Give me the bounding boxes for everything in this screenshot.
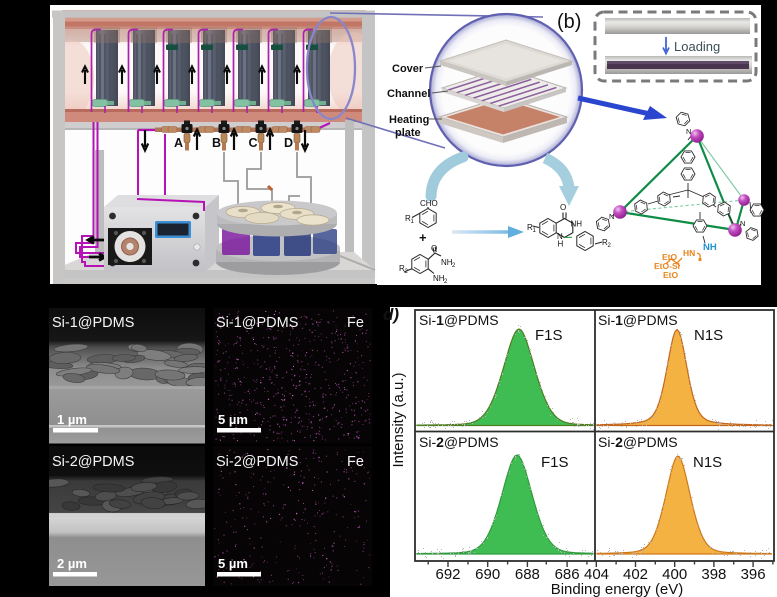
svg-text:Si-1@PDMS: Si-1@PDMS [216, 315, 298, 331]
svg-text:1: 1 [533, 228, 537, 234]
svg-text:N: N [557, 232, 563, 241]
svg-text:Si-1@PDMS: Si-1@PDMS [598, 312, 678, 328]
svg-text:+: + [419, 230, 427, 245]
svg-text:H: H [558, 240, 564, 249]
svg-text:R: R [399, 264, 405, 273]
svg-text:Binding energy (eV): Binding energy (eV) [551, 581, 684, 597]
svg-text:404: 404 [584, 566, 609, 583]
svg-text:692: 692 [435, 566, 460, 583]
svg-text:Fe: Fe [347, 454, 364, 470]
svg-text:R: R [602, 238, 608, 247]
svg-text:R: R [405, 214, 411, 223]
svg-text:Si-2@PDMS: Si-2@PDMS [598, 434, 678, 450]
svg-text:688: 688 [515, 566, 540, 583]
svg-text:EtO-Si: EtO-Si [654, 261, 680, 271]
svg-text:NH: NH [703, 242, 717, 253]
svg-text:HN: HN [683, 248, 695, 258]
svg-text:O: O [560, 203, 566, 212]
svg-text:2: 2 [452, 263, 456, 269]
svg-text:N: N [609, 212, 614, 221]
svg-text:C: C [249, 136, 258, 150]
svg-text:B: B [212, 136, 221, 150]
svg-text:2: 2 [405, 269, 409, 275]
svg-text:F1S: F1S [541, 454, 569, 471]
svg-text:690: 690 [475, 566, 500, 583]
svg-text:Si-2@PDMS: Si-2@PDMS [216, 454, 298, 470]
svg-text:396: 396 [741, 566, 766, 583]
svg-text:N: N [740, 219, 745, 228]
svg-text:CHO: CHO [420, 199, 438, 208]
svg-text:398: 398 [701, 566, 726, 583]
svg-text:400: 400 [662, 566, 687, 583]
svg-text:F1S: F1S [535, 327, 563, 344]
svg-text:O: O [431, 244, 437, 253]
svg-text:EtO: EtO [662, 252, 678, 262]
svg-text:Si-1@PDMS: Si-1@PDMS [419, 312, 499, 328]
svg-text:NH: NH [571, 220, 583, 229]
svg-text:D: D [284, 136, 293, 150]
svg-text:plate: plate [395, 127, 421, 139]
svg-text:Si-1@PDMS: Si-1@PDMS [52, 315, 134, 331]
svg-text:Cover: Cover [392, 63, 424, 75]
svg-text:NH: NH [441, 258, 453, 267]
svg-text:5 µm: 5 µm [218, 412, 248, 427]
svg-text:1 µm: 1 µm [57, 412, 87, 427]
svg-text:Loading: Loading [674, 39, 720, 54]
svg-text:A: A [174, 136, 183, 150]
svg-text:Si-2@PDMS: Si-2@PDMS [419, 434, 499, 450]
svg-text:1: 1 [411, 219, 415, 225]
svg-text:Heating: Heating [389, 114, 429, 126]
svg-text:Fe: Fe [347, 315, 364, 331]
svg-text:402: 402 [623, 566, 648, 583]
svg-text:NH: NH [433, 274, 445, 283]
svg-text:EtO: EtO [663, 270, 679, 280]
svg-text:5 µm: 5 µm [218, 556, 248, 571]
svg-text:(b): (b) [557, 11, 581, 33]
svg-text:2: 2 [608, 243, 612, 249]
svg-text:2 µm: 2 µm [57, 556, 87, 571]
svg-text:Channel: Channel [387, 88, 430, 100]
svg-text:N1S: N1S [694, 327, 723, 344]
svg-text:d): d) [383, 305, 399, 324]
svg-text:Si-2@PDMS: Si-2@PDMS [52, 454, 134, 470]
svg-text:2: 2 [444, 279, 448, 285]
svg-text:R: R [527, 223, 533, 232]
svg-text:N: N [686, 127, 691, 136]
svg-text:N1S: N1S [693, 454, 722, 471]
svg-text:Intensity (a.u.): Intensity (a.u.) [390, 372, 407, 467]
svg-text:686: 686 [555, 566, 580, 583]
